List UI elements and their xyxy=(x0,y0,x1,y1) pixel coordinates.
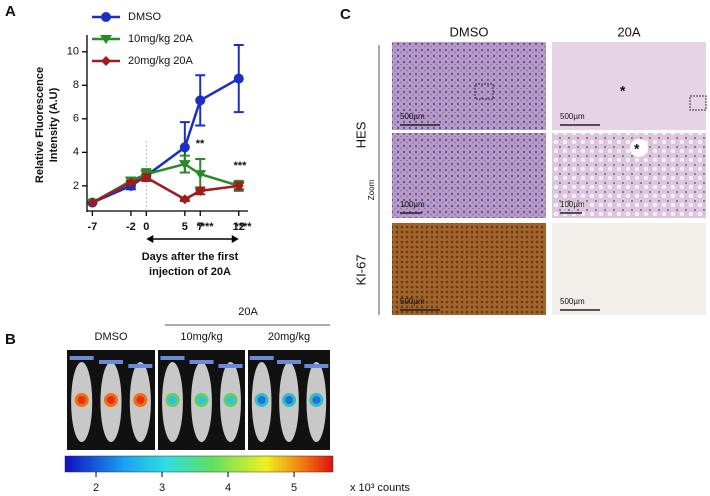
panel-label: A xyxy=(5,3,16,20)
signal xyxy=(257,396,266,404)
x-tick-label: -2 xyxy=(126,221,136,233)
legend-label: 10mg/kg 20A xyxy=(128,33,193,45)
y-tick-label: 2 xyxy=(73,180,79,192)
marker xyxy=(233,180,244,191)
scale-bar-label: 500µm xyxy=(560,297,585,306)
panel-label: B xyxy=(5,331,16,348)
y-tick-label: 8 xyxy=(73,79,79,91)
signal xyxy=(107,396,115,404)
colorbar-unit: x 10³ counts xyxy=(350,482,410,494)
line-chart: 2 4 6 8 10 -7 -2 0 5 7 12 Relative Fluorescence Inte… xyxy=(34,11,252,278)
signal xyxy=(136,396,145,404)
marker xyxy=(100,35,112,44)
legend-label: DMSO xyxy=(128,11,161,23)
y-tick-label: 10 xyxy=(67,46,79,58)
mouse-tag xyxy=(128,364,153,368)
tissue-image xyxy=(392,42,546,130)
mouse-tag xyxy=(249,356,274,360)
signal xyxy=(285,396,293,404)
zoom-box xyxy=(689,95,707,111)
marker xyxy=(195,185,206,196)
panel-label: C xyxy=(340,6,351,23)
group-label: 20A xyxy=(238,306,258,318)
signal xyxy=(197,396,206,404)
mouse-tag xyxy=(99,360,123,364)
necrosis-mark: * xyxy=(620,83,626,99)
marker xyxy=(233,73,244,84)
row-label: KI-67 xyxy=(353,254,368,285)
marker xyxy=(179,142,190,153)
tissue-image xyxy=(392,223,546,315)
series-line xyxy=(91,176,239,204)
mouse-tag xyxy=(277,360,301,364)
mouse-tag xyxy=(218,364,243,368)
x-axis-label: Days after the first xyxy=(142,251,239,263)
significance: *** xyxy=(234,160,248,172)
marker xyxy=(141,172,152,183)
x-tick-label: 12 xyxy=(233,221,245,233)
marker xyxy=(195,95,206,106)
column-label: DMSO xyxy=(450,24,489,39)
x-tick-label: 0 xyxy=(143,221,149,233)
tissue-image xyxy=(392,133,546,218)
colorbar-tick-label: 2 xyxy=(93,482,99,494)
marker xyxy=(125,177,136,188)
y-axis-label: Relative Fluorescence xyxy=(34,67,46,183)
column-label: 10mg/kg xyxy=(180,331,222,343)
marker xyxy=(101,56,111,66)
legend-label: 20mg/kg 20A xyxy=(128,55,193,67)
row-label: HES xyxy=(353,121,368,148)
zoom-box xyxy=(474,83,494,100)
colorbar-tick-label: 3 xyxy=(159,482,165,494)
imaging-panel: B 20A DMSO 10mg/kg 20mg/kg 2 3 4 5 x 10³ counts xyxy=(5,306,410,494)
colorbar-tick-label: 5 xyxy=(291,482,297,494)
column-label: DMSO xyxy=(95,331,128,343)
series-line xyxy=(91,162,240,204)
colorbar xyxy=(64,455,334,473)
y-tick-label: 6 xyxy=(73,113,79,125)
y-axis-label: Intensity (A.U) xyxy=(48,87,60,162)
column-label: 20mg/kg xyxy=(268,331,310,343)
x-tick-label: 5 xyxy=(182,221,188,233)
row-label: Zoom xyxy=(367,179,376,200)
marker xyxy=(87,197,98,208)
marker xyxy=(194,170,207,180)
mouse-tag xyxy=(304,364,329,368)
x-axis-label: injection of 20A xyxy=(149,266,231,278)
tissue-image xyxy=(552,42,706,130)
scale-bar-label: 100µm xyxy=(400,200,425,209)
colorbar-tick-label: 4 xyxy=(225,482,231,494)
histology-panel: C DMSO 20A HES Zoom KI-67 500µm 500µm 100µm 100µm… xyxy=(340,6,707,315)
mouse-tag xyxy=(189,360,214,364)
signal xyxy=(168,396,177,404)
signal xyxy=(226,396,235,404)
scale-bar-label: 100µm xyxy=(560,200,585,209)
tissue-image xyxy=(552,223,706,315)
tissue-image xyxy=(552,133,706,218)
y-tick-label: 4 xyxy=(73,146,79,158)
mouse-tag xyxy=(69,356,94,360)
scale-bar-label: 500µm xyxy=(560,112,585,121)
significance: **** xyxy=(234,221,252,233)
mouse-tag xyxy=(160,356,185,360)
series-line xyxy=(91,77,240,204)
necrosis-mark: * xyxy=(634,141,640,157)
signal xyxy=(312,396,321,404)
vacuole xyxy=(630,139,648,157)
scale-bar-label: 500µm xyxy=(400,112,425,121)
marker xyxy=(101,12,111,22)
column-label: 20A xyxy=(617,24,640,39)
marker xyxy=(178,160,191,170)
significance: ** xyxy=(196,138,205,150)
scale-bar-label: 500µm xyxy=(400,297,425,306)
x-tick-label: -7 xyxy=(88,221,98,233)
significance: **** xyxy=(196,221,214,233)
signal xyxy=(77,396,86,404)
x-tick-label: 7 xyxy=(197,221,203,233)
marker xyxy=(179,194,190,205)
